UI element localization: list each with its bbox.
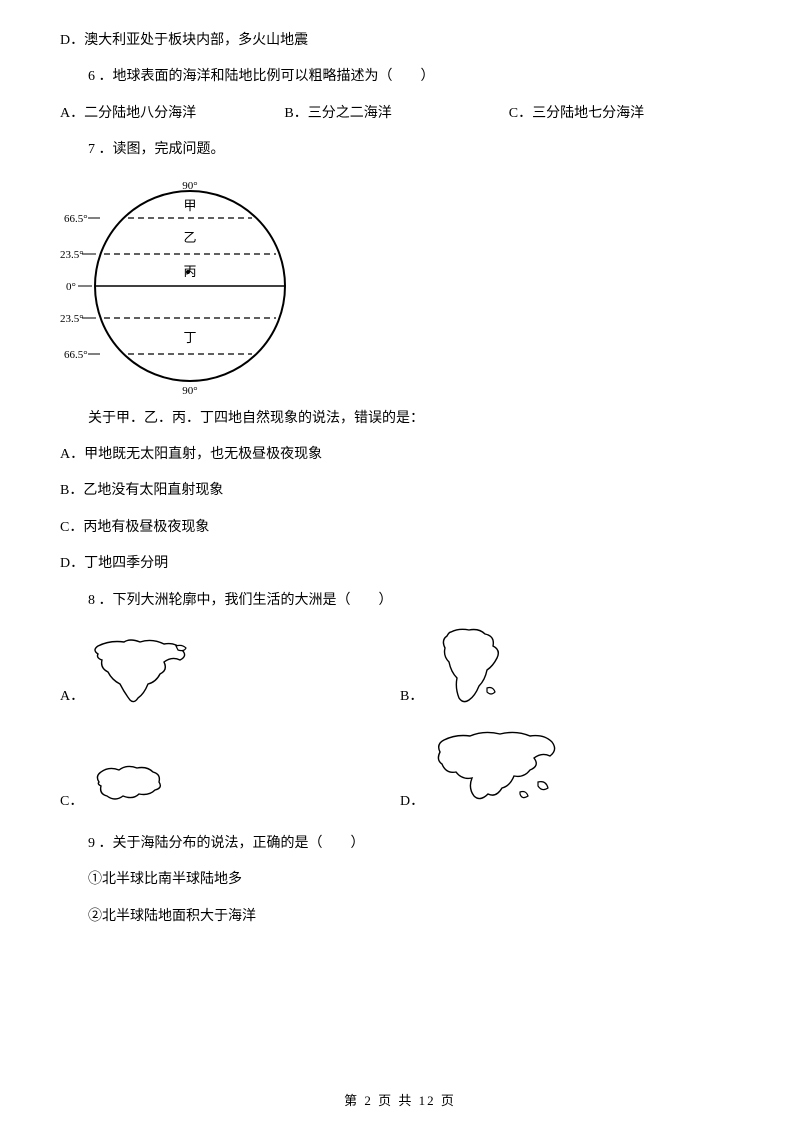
- region-bing: 丙: [183, 264, 196, 279]
- lat-s235: 23.5°: [60, 313, 84, 325]
- lat-n665: 66.5°: [64, 213, 88, 225]
- region-ding: 丁: [183, 330, 196, 345]
- latitude-circle-diagram: 90° 90° 66.5° 23.5° 0° 23.5° 66.5° 甲 乙 丙…: [60, 176, 290, 396]
- q7-option-a: A．甲地既无太阳直射，也无极昼极夜现象: [60, 444, 740, 466]
- q8-option-d: D．: [400, 728, 740, 813]
- continent-asia-icon: [430, 728, 560, 813]
- page-footer: 第 2 页 共 12 页: [0, 1091, 800, 1112]
- q7-figure: 90° 90° 66.5° 23.5° 0° 23.5° 66.5° 甲 乙 丙…: [60, 176, 740, 396]
- continent-north-america-icon: [90, 636, 190, 708]
- q9-statement-2: ②北半球陆地面积大于海洋: [60, 906, 740, 928]
- region-yi: 乙: [183, 230, 196, 245]
- q8-label-b: B．: [400, 686, 423, 708]
- q6-option-c: C．三分陆地七分海洋: [509, 103, 733, 125]
- q9-statement-1: ①北半球比南半球陆地多: [60, 869, 740, 891]
- q8-row2: C． D．: [60, 728, 740, 813]
- lat-bot-90: 90°: [182, 385, 197, 396]
- q6-option-b: B．三分之二海洋: [284, 103, 508, 125]
- lat-eq: 0°: [66, 281, 76, 293]
- q8-label-a: A．: [60, 686, 84, 708]
- region-jia: 甲: [183, 198, 196, 213]
- lat-n235: 23.5°: [60, 249, 84, 261]
- q7-option-b: B．乙地没有太阳直射现象: [60, 480, 740, 502]
- q7-option-c: C．丙地有极昼极夜现象: [60, 517, 740, 539]
- q8-option-a: A．: [60, 636, 400, 708]
- continent-europe-icon: [89, 758, 169, 813]
- q6-options: A．二分陆地八分海洋 B．三分之二海洋 C．三分陆地七分海洋: [60, 103, 740, 125]
- q6-prompt: 6 ．地球表面的海洋和陆地比例可以粗略描述为（ ）: [60, 66, 740, 88]
- q8-option-c: C．: [60, 758, 400, 813]
- q9-prompt: 9 ．关于海陆分布的说法，正确的是（ ）: [60, 833, 740, 855]
- q8-row1: A． B．: [60, 626, 740, 708]
- q5-option-d: D．澳大利亚处于板块内部，多火山地震: [60, 30, 740, 52]
- q8-label-d: D．: [400, 791, 424, 813]
- q7-option-d: D．丁地四季分明: [60, 553, 740, 575]
- q8-label-c: C．: [60, 791, 83, 813]
- q7-after-figure: 关于甲．乙．丙．丁四地自然现象的说法，错误的是：: [60, 408, 740, 430]
- q8-option-b: B．: [400, 626, 740, 708]
- lat-s665: 66.5°: [64, 349, 88, 361]
- q8-prompt: 8 ．下列大洲轮廓中，我们生活的大洲是（ ）: [60, 590, 740, 612]
- exam-page: D．澳大利亚处于板块内部，多火山地震 6 ．地球表面的海洋和陆地比例可以粗略描述…: [0, 0, 800, 1132]
- lat-top-90: 90°: [182, 180, 197, 192]
- q7-prompt: 7 ．读图，完成问题。: [60, 139, 740, 161]
- continent-africa-icon: [429, 626, 509, 708]
- q6-option-a: A．二分陆地八分海洋: [60, 103, 284, 125]
